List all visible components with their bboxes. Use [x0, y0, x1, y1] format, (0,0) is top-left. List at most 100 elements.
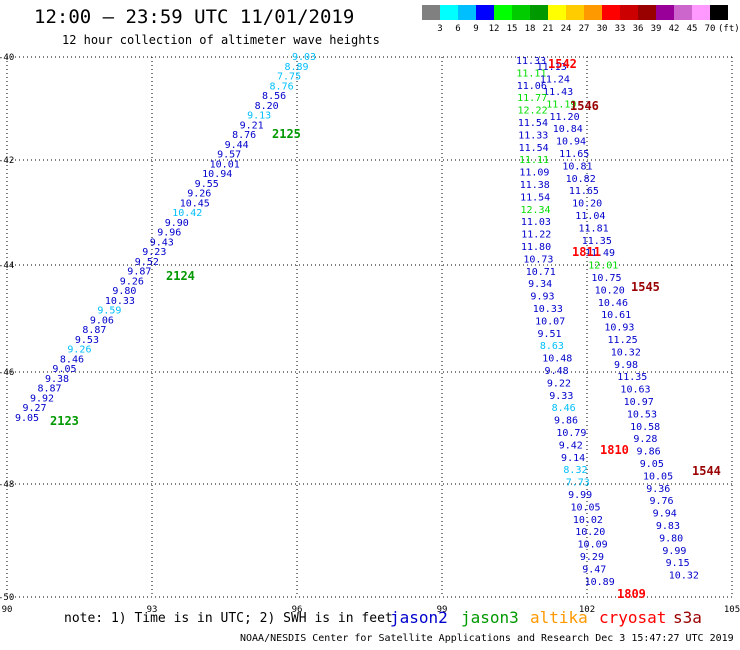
wave-height-value: 10.82: [566, 174, 596, 185]
scale-swatch: [422, 5, 440, 20]
legend-s3a: s3a: [673, 608, 702, 627]
wave-height-value: 10.93: [604, 323, 634, 334]
scale-label: 42: [668, 24, 680, 34]
scale-label: 24: [560, 24, 572, 34]
wave-height-value: 11.25: [608, 335, 638, 346]
wave-height-value: 9.76: [649, 496, 673, 507]
scale-swatch: [494, 5, 512, 20]
wave-height-value: 10.07: [535, 316, 565, 327]
wave-height-value: 11.43: [543, 87, 573, 98]
wave-height-value: 9.38: [45, 374, 69, 385]
wave-height-value: 9.27: [22, 403, 46, 414]
scale-label: 12: [488, 24, 500, 34]
wave-height-value: 11.54: [518, 118, 548, 129]
wave-height-value: 9.26: [187, 189, 211, 200]
scale-swatch: [458, 5, 476, 20]
wave-height-value: 10.58: [630, 422, 660, 433]
wave-height-value: 11.13: [537, 62, 567, 73]
wave-height-value: 10.61: [601, 310, 631, 321]
scale-swatch: [692, 5, 710, 20]
wave-height-value: 10.09: [578, 540, 608, 551]
wave-height-value: 11.65: [569, 186, 599, 197]
wave-height-value: 11.81: [579, 223, 609, 234]
scale-swatch: [710, 5, 728, 20]
scale-label: 39: [650, 24, 662, 34]
wave-height-value: 11.06: [517, 81, 547, 92]
wave-height-value: 9.83: [656, 521, 680, 532]
wave-height-value: 11.20: [550, 112, 580, 123]
scale-swatch: [638, 5, 656, 20]
scale-swatch: [674, 5, 692, 20]
wave-height-value: 9.21: [240, 120, 264, 131]
wave-height-value: 9.44: [225, 140, 249, 151]
wave-height-value: 9.51: [537, 329, 561, 340]
wave-height-value: 9.03: [292, 52, 316, 63]
wave-height-value: 9.55: [195, 179, 219, 190]
lat-label: -40: [0, 53, 14, 63]
wave-height-value: 11.80: [521, 242, 551, 253]
axis-labels: -40 -42 -44 -46 -48 -50 90 93 96 99 102 105: [0, 53, 740, 615]
wave-height-value: 12.22: [517, 106, 547, 117]
credit-line: NOAA/NESDIS Center for Satellite Applica…: [240, 633, 734, 644]
wave-height-value: 11.77: [517, 93, 547, 104]
wave-height-value: 9.99: [662, 546, 686, 557]
scale-swatch: [620, 5, 638, 20]
wave-height-value: 10.45: [180, 198, 210, 209]
pass-time-label: 2123: [50, 414, 79, 428]
wave-height-value: 9.98: [614, 360, 638, 371]
wave-height-value: 9.05: [52, 364, 76, 375]
wave-height-value: 12.01: [588, 261, 618, 272]
wave-height-value: 11.22: [521, 230, 551, 241]
legend-altika: altika: [530, 608, 588, 627]
wave-height-value: 10.20: [572, 199, 602, 210]
wave-height-value: 9.26: [67, 345, 91, 356]
wave-height-value: 10.71: [526, 267, 556, 278]
wave-height-value: 9.06: [90, 315, 114, 326]
wave-height-value: 10.02: [573, 515, 603, 526]
lat-label: -44: [0, 261, 14, 271]
wave-height-value: 11.49: [585, 248, 615, 259]
wave-height-value: 10.75: [591, 273, 621, 284]
wave-height-value: 9.80: [659, 533, 683, 544]
wave-height-value: 10.46: [598, 298, 628, 309]
wave-height-value: 9.05: [640, 459, 664, 470]
scale-label: 3: [437, 24, 443, 34]
wave-height-value: 11.04: [575, 211, 605, 222]
wave-height-value: 11.54: [520, 192, 550, 203]
wave-height-value: 11.33: [516, 56, 546, 67]
lon-label: 102: [579, 605, 595, 615]
wave-height-value: 8.76: [232, 130, 256, 141]
wave-height-value: 9.87: [127, 267, 151, 278]
scale-label: 18: [524, 24, 536, 34]
lon-label: 96: [292, 605, 303, 615]
wave-height-value: 9.28: [633, 434, 657, 445]
wave-height-value: 11.54: [519, 143, 549, 154]
scale-label: 21: [542, 24, 554, 34]
lat-label: -50: [0, 593, 14, 603]
wave-height-value: 11.35: [582, 236, 612, 247]
wave-height-value: 9.90: [165, 218, 189, 229]
scale-swatch: [548, 5, 566, 20]
legend-cryosat: cryosat: [599, 608, 667, 627]
wave-height-value: 9.26: [120, 276, 144, 287]
wave-height-value: 9.53: [75, 335, 99, 346]
lon-label: 93: [147, 605, 158, 615]
wave-height-value: 9.22: [547, 378, 571, 389]
wave-height-value: 8.63: [540, 341, 564, 352]
wave-height-value: 9.57: [217, 150, 241, 161]
wave-height-value: 8.87: [37, 384, 61, 395]
lat-label: -46: [0, 368, 14, 378]
pass-time-label: 1544: [692, 464, 721, 478]
scale-label: 9: [473, 24, 479, 34]
scale-label: 30: [596, 24, 608, 34]
wave-height-value: 11.19: [546, 99, 576, 110]
wave-height-value: 9.96: [157, 228, 181, 239]
wave-height-value: 9.33: [549, 391, 573, 402]
wave-height-value: 9.86: [554, 416, 578, 427]
pass-time-label: 1542: [548, 57, 577, 71]
wave-height-value: 9.93: [530, 292, 554, 303]
wave-height-value: 11.09: [519, 168, 549, 179]
wave-height-value: 9.36: [646, 484, 670, 495]
lon-label: 99: [437, 605, 448, 615]
